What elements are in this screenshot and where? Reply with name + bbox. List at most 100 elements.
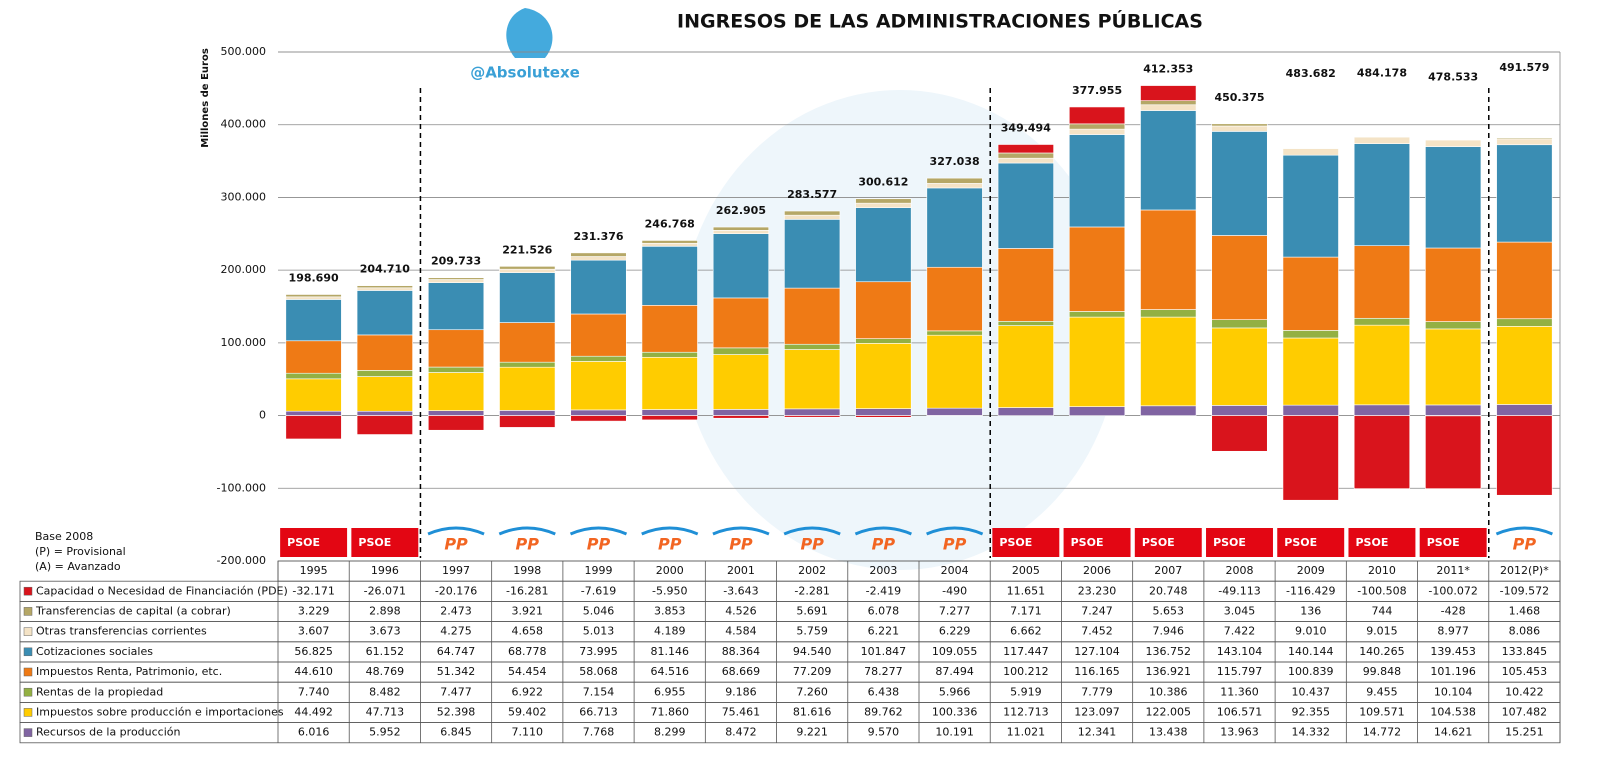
bar-segment xyxy=(1425,321,1482,330)
bar-segment xyxy=(997,144,1054,154)
party-logo xyxy=(1134,528,1202,557)
table-value: -49.113 xyxy=(1218,584,1260,597)
bar-segment xyxy=(784,210,841,216)
bar-segment xyxy=(997,248,1054,322)
table-value: 2.898 xyxy=(369,605,401,618)
table-value: 8.299 xyxy=(654,726,686,739)
bar-segment xyxy=(499,322,556,363)
chart-title: INGRESOS DE LAS ADMINISTRACIONES PÚBLICA… xyxy=(677,9,1203,33)
bar-segment xyxy=(285,299,342,342)
bar-segment xyxy=(1425,139,1482,147)
table-value: 744 xyxy=(1371,605,1392,618)
table-value: 4.584 xyxy=(725,625,757,638)
table-value: 106.571 xyxy=(1217,706,1263,719)
bar-segment xyxy=(1211,319,1268,329)
bar-segment xyxy=(926,187,983,268)
table-value: 6.229 xyxy=(939,625,971,638)
party-logo xyxy=(783,526,841,536)
table-value: 4.658 xyxy=(512,625,544,638)
x-tick-label: 2006 xyxy=(1083,564,1111,577)
bar-segment xyxy=(1140,110,1197,211)
table-value: 87.494 xyxy=(935,665,974,678)
bar-segment xyxy=(427,372,485,411)
legend-label: Impuestos Renta, Patrimonio, etc. xyxy=(36,665,222,678)
bar-segment xyxy=(499,361,556,368)
table-value: 136.752 xyxy=(1146,645,1192,658)
bar-segment xyxy=(1425,247,1482,322)
table-value: 14.332 xyxy=(1291,726,1330,739)
table-value: 5.013 xyxy=(583,625,615,638)
total-label: 231.376 xyxy=(573,230,623,243)
table-value: 9.015 xyxy=(1366,625,1398,638)
table-value: -109.572 xyxy=(1500,584,1549,597)
party-logo xyxy=(1419,528,1487,557)
table-value: 64.516 xyxy=(650,665,689,678)
table-value: 112.713 xyxy=(1003,706,1049,719)
bar-segment xyxy=(1353,404,1411,416)
bar-segment xyxy=(855,408,912,416)
bar-segment xyxy=(641,356,698,410)
bar-segment xyxy=(855,343,912,409)
total-label: 262.905 xyxy=(716,204,766,217)
bar-segment xyxy=(570,256,627,261)
legend-swatch xyxy=(23,728,33,737)
table-value: 23.230 xyxy=(1078,584,1117,597)
table-value: 11.651 xyxy=(1007,584,1046,597)
table-value: 133.845 xyxy=(1502,645,1548,658)
party-logo-text: PSOE xyxy=(287,536,320,549)
bar-segment xyxy=(1353,143,1411,246)
table-value: 12.341 xyxy=(1078,726,1117,739)
bar-segment xyxy=(1068,128,1126,135)
table-value: 3.045 xyxy=(1224,605,1256,618)
table-value: 5.653 xyxy=(1153,605,1185,618)
table-value: -16.281 xyxy=(506,584,548,597)
bar-segment xyxy=(285,296,342,300)
party-logo-text: PSOE xyxy=(358,536,391,549)
bar-segment xyxy=(784,219,841,289)
bar-segment xyxy=(285,378,342,412)
x-tick-label: 1995 xyxy=(300,564,328,577)
table-value: 5.691 xyxy=(796,605,828,618)
bar-segment xyxy=(784,287,841,345)
table-value: 109.571 xyxy=(1359,706,1405,719)
bar-segment xyxy=(1211,405,1268,416)
table-value: 56.825 xyxy=(294,645,333,658)
bar-segment xyxy=(570,361,627,411)
legend-label: Recursos de la producción xyxy=(36,726,181,739)
bar-segment xyxy=(1140,405,1197,416)
party-logo-text: PP xyxy=(516,535,540,554)
y-tick-label: -200.000 xyxy=(217,554,266,567)
bar-segment xyxy=(1140,316,1197,407)
party-logo-text: PSOE xyxy=(999,536,1032,549)
table-value: 4.526 xyxy=(725,605,757,618)
table-value: 5.952 xyxy=(369,726,401,739)
bar-segment xyxy=(427,410,485,416)
table-value: 123.097 xyxy=(1074,706,1120,719)
bar-segment xyxy=(1140,309,1197,318)
bar-segment xyxy=(712,354,770,410)
table-value: 143.104 xyxy=(1217,645,1263,658)
x-tick-label: 2002 xyxy=(798,564,826,577)
bar-segment xyxy=(356,334,413,371)
table-value: 100.212 xyxy=(1003,665,1049,678)
table-value: 5.046 xyxy=(583,605,615,618)
party-logo-text: PP xyxy=(943,535,967,554)
table-value: 6.955 xyxy=(654,685,686,698)
note: Base 2008 xyxy=(35,530,93,543)
table-value: -5.950 xyxy=(652,584,687,597)
bar-segment xyxy=(712,226,770,231)
bar-segment xyxy=(1068,316,1126,407)
x-tick-label: 1998 xyxy=(513,564,541,577)
bar-segment xyxy=(356,415,413,435)
table-value: -100.072 xyxy=(1428,584,1477,597)
legend-label: Cotizaciones sociales xyxy=(36,645,153,658)
table-value: 105.453 xyxy=(1502,665,1548,678)
y-tick-label: 0 xyxy=(259,409,266,422)
table-value: 101.847 xyxy=(861,645,907,658)
party-logo-text: PP xyxy=(729,535,753,554)
bar-segment xyxy=(1425,415,1482,489)
bar-segment xyxy=(1282,256,1339,331)
table-value: -20.176 xyxy=(435,584,477,597)
griffin-logo xyxy=(506,8,553,58)
x-tick-label: 2005 xyxy=(1012,564,1040,577)
